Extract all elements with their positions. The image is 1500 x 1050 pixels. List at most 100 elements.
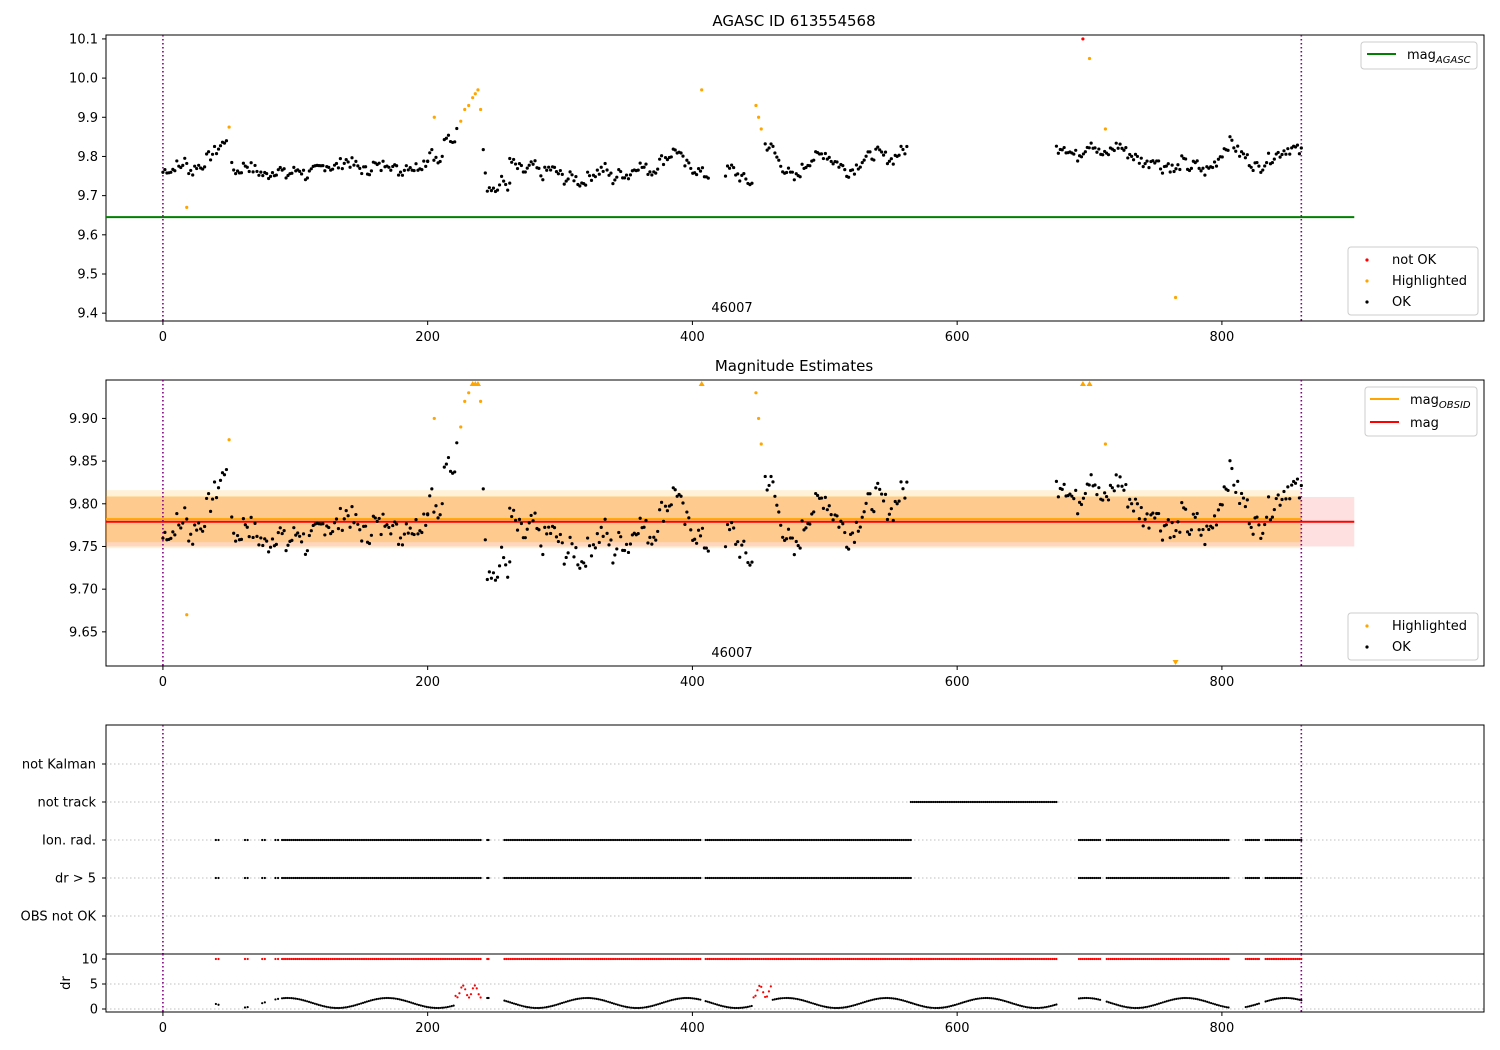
flag-point <box>1200 876 1203 880</box>
dr-point-high <box>754 994 757 997</box>
dr-overflow-point <box>358 957 361 961</box>
ok-point <box>607 543 611 547</box>
ok-point <box>440 502 444 506</box>
ok-point <box>597 172 601 176</box>
flag-point <box>487 838 490 842</box>
dr-point <box>400 998 403 1001</box>
dr-overflow-point <box>1142 957 1145 961</box>
dr-overflow-point <box>643 957 646 961</box>
dr-overflow-point <box>344 957 347 961</box>
dr-point <box>1051 1004 1054 1007</box>
flag-point <box>1208 838 1211 842</box>
dr-overflow-point <box>530 957 533 961</box>
flag-point <box>942 800 945 804</box>
dr-overflow-point <box>815 957 818 961</box>
ok-point <box>299 172 304 176</box>
ok-point <box>1299 146 1303 150</box>
dr-overflow-point <box>1097 957 1100 961</box>
dr-overflow-point <box>645 957 648 961</box>
ok-point <box>197 163 201 167</box>
dr-overflow-point <box>448 957 451 961</box>
dr-overflow-point <box>1281 957 1284 961</box>
flag-point <box>888 838 891 842</box>
ok-point <box>1193 515 1197 519</box>
flag-point <box>456 876 459 880</box>
flag-point <box>344 876 347 880</box>
ok-point <box>292 165 296 170</box>
flag-point <box>532 838 535 842</box>
flag-point <box>823 876 826 880</box>
ok-point <box>685 510 689 514</box>
dr-overflow-point <box>1264 957 1267 961</box>
ok-point <box>1164 523 1168 527</box>
flag-point <box>796 876 799 880</box>
flag-point <box>1034 800 1037 804</box>
flag-point <box>431 838 434 842</box>
ok-point <box>358 528 362 532</box>
dr-overflow-point <box>913 957 916 961</box>
flag-point <box>788 876 792 880</box>
flag-point <box>1281 838 1284 842</box>
flag-point <box>1159 838 1162 842</box>
flag-point <box>1081 838 1084 842</box>
flag-point <box>725 876 728 880</box>
flag-point <box>524 838 527 842</box>
ok-point <box>257 543 261 547</box>
ok-point <box>823 151 827 156</box>
dr-point <box>1204 1000 1207 1003</box>
flag-point <box>758 876 761 880</box>
dr-point <box>1206 1000 1209 1003</box>
ok-point <box>897 153 901 157</box>
ok-point <box>338 157 342 161</box>
ok-point <box>779 523 783 527</box>
flag-point <box>1109 876 1112 880</box>
dr-point <box>666 1000 669 1003</box>
dr-point <box>419 1004 422 1007</box>
flag-point <box>1194 876 1197 880</box>
flag-point <box>752 876 755 880</box>
dr-overflow-point <box>714 957 717 961</box>
flag-point <box>288 876 291 880</box>
dr-point <box>1252 1004 1255 1007</box>
dr-overflow-point <box>373 957 376 961</box>
dr-point <box>433 1006 436 1010</box>
dr-point <box>704 999 707 1003</box>
ok-point <box>786 527 791 531</box>
flag-point <box>302 876 305 880</box>
dr-overflow-point <box>1024 957 1027 961</box>
ok-point <box>566 177 570 181</box>
ok-point <box>398 536 403 540</box>
highlighted-point <box>476 88 480 92</box>
flag-point <box>1047 800 1050 804</box>
ok-point <box>234 539 238 543</box>
flag-point <box>276 876 280 880</box>
dr-point <box>1186 996 1190 1000</box>
flag-point <box>877 838 880 842</box>
flag-point <box>800 838 803 842</box>
ok-point <box>290 171 294 175</box>
dr-overflow-point <box>1252 957 1255 961</box>
flag-point <box>727 876 730 880</box>
dr-overflow-point <box>836 957 840 961</box>
dr-overflow-point <box>1041 957 1045 961</box>
flag-point <box>875 838 878 842</box>
flag-point <box>1211 838 1215 842</box>
flag-point <box>1161 838 1164 842</box>
dr-overflow-point <box>819 957 822 961</box>
flag-point <box>1177 838 1180 842</box>
flag-point <box>534 876 537 880</box>
highlighted-point <box>1087 56 1092 61</box>
dr-overflow-point <box>794 957 797 961</box>
ok-point <box>570 542 574 546</box>
ok-point <box>619 169 623 174</box>
dr-point <box>785 996 788 1000</box>
flag-point <box>1266 838 1269 842</box>
dr-overflow-point <box>898 957 901 961</box>
flag-point <box>1254 876 1257 880</box>
dr-point <box>516 1003 519 1006</box>
dr-point <box>953 1003 956 1007</box>
dr-point <box>656 1003 660 1006</box>
ok-point <box>650 173 654 177</box>
flag-point <box>298 838 301 842</box>
